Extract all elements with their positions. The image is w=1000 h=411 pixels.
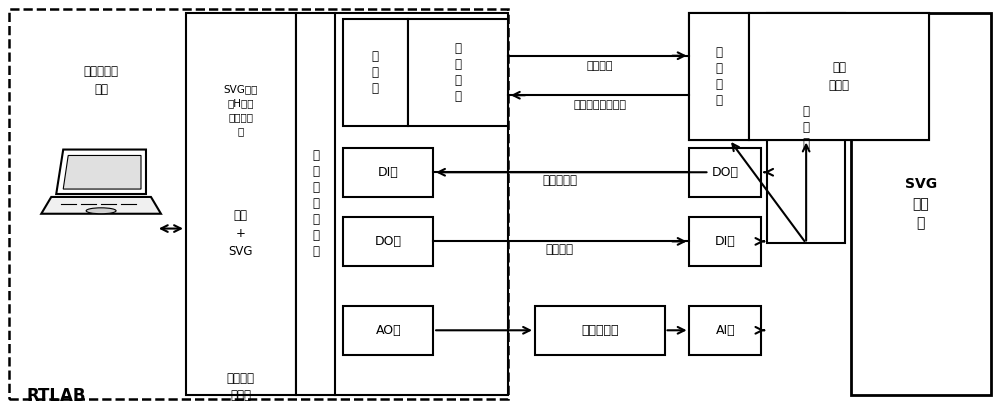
Text: 阀基
控制器: 阀基 控制器	[829, 61, 850, 92]
Text: 控
制
板: 控 制 板	[803, 105, 810, 150]
Text: 功率放大器: 功率放大器	[581, 324, 618, 337]
Text: DI板: DI板	[715, 235, 736, 248]
Text: 阀控指令: 阀控指令	[586, 60, 613, 71]
Bar	[749, 13, 929, 140]
Text: 通
信
板: 通 信 板	[372, 50, 379, 95]
Bar	[9, 9, 508, 399]
Bar	[767, 13, 845, 243]
Bar	[408, 19, 508, 126]
Text: SVG由级
联H桥功
率模块构
成: SVG由级 联H桥功 率模块构 成	[224, 84, 258, 136]
Text: 通
信
协
议: 通 信 协 议	[455, 42, 462, 103]
Bar	[851, 13, 991, 395]
Bar	[186, 13, 296, 395]
Bar	[689, 217, 761, 266]
Text: DO板: DO板	[712, 166, 739, 179]
Text: DI板: DI板	[378, 166, 399, 179]
Bar	[689, 13, 929, 140]
Bar	[343, 217, 433, 266]
Text: AO板: AO板	[375, 324, 401, 337]
Ellipse shape	[86, 208, 116, 214]
Bar	[343, 148, 433, 197]
Text: DO板: DO板	[375, 235, 402, 248]
Bar	[689, 306, 761, 355]
Text: 通
信
协
议: 通 信 协 议	[716, 46, 723, 107]
Text: 启动开关等: 启动开关等	[542, 174, 577, 187]
Text: 开关状态: 开关状态	[546, 243, 574, 256]
Bar	[343, 19, 408, 126]
Text: SVG
控制
器: SVG 控制 器	[905, 178, 937, 231]
Text: AI板: AI板	[716, 324, 735, 337]
Polygon shape	[63, 155, 141, 189]
Text: RTLAB: RTLAB	[26, 387, 86, 404]
Text: 实时仿真
分系统: 实时仿真 分系统	[227, 372, 255, 402]
Text: 电网
+
SVG: 电网 + SVG	[228, 209, 253, 258]
Bar	[535, 306, 665, 355]
Bar	[343, 306, 433, 355]
Polygon shape	[41, 197, 161, 214]
Text: 实验管理分
系统: 实验管理分 系统	[84, 65, 119, 96]
Bar	[689, 148, 761, 197]
Bar	[296, 13, 508, 395]
Bar	[689, 13, 749, 140]
Text: 信
号
接
口
分
系
统: 信 号 接 口 分 系 统	[312, 149, 319, 259]
Text: 功率模块电容电压: 功率模块电容电压	[573, 100, 626, 110]
